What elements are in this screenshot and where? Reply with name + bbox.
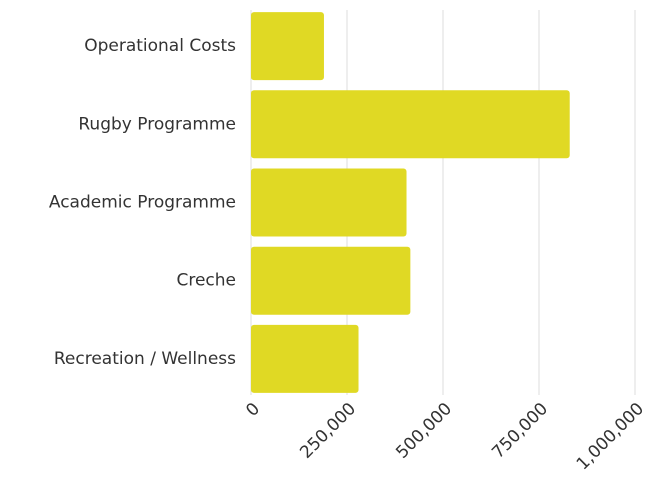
x-tick-label: 250,000 xyxy=(296,399,360,463)
x-tick-label: 0 xyxy=(242,399,264,421)
x-tick-label: 750,000 xyxy=(488,399,552,463)
bar xyxy=(251,168,407,237)
y-tick-label: Creche xyxy=(176,271,236,291)
bar xyxy=(251,324,359,393)
bar xyxy=(251,90,570,159)
y-tick-label: Operational Costs xyxy=(84,36,236,56)
x-tick-label: 500,000 xyxy=(392,399,456,463)
x-tick-label: 1,000,000 xyxy=(573,399,648,474)
y-tick-label: Recreation / Wellness xyxy=(54,349,236,369)
y-tick-label: Academic Programme xyxy=(49,193,236,213)
bar xyxy=(251,12,324,81)
y-tick-label: Rugby Programme xyxy=(78,114,236,134)
bar xyxy=(251,246,411,315)
